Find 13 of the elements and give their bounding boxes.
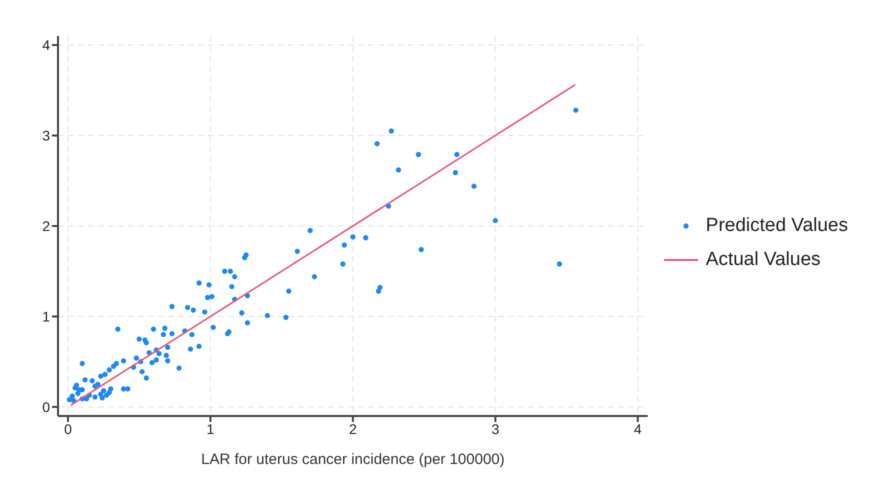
y-tick-label: 2 [42,218,50,234]
x-tick-label: 4 [634,420,642,437]
y-tick-label: 4 [42,37,50,54]
legend-label: Predicted Values [706,214,848,238]
y-tick-label: 3 [42,127,50,144]
x-tick-label: 1 [206,420,215,437]
y-tick-label: 0 [42,398,50,415]
y-tick-label: 1 [42,308,50,324]
x-tick-label: 3 [491,420,500,437]
x-tick-label: 2 [348,420,357,437]
legend-label: Actual Values [706,248,821,272]
x-axis-title: LAR for uterus cancer incidence (per 100000) [201,451,505,468]
x-tick-label: 0 [64,420,72,437]
